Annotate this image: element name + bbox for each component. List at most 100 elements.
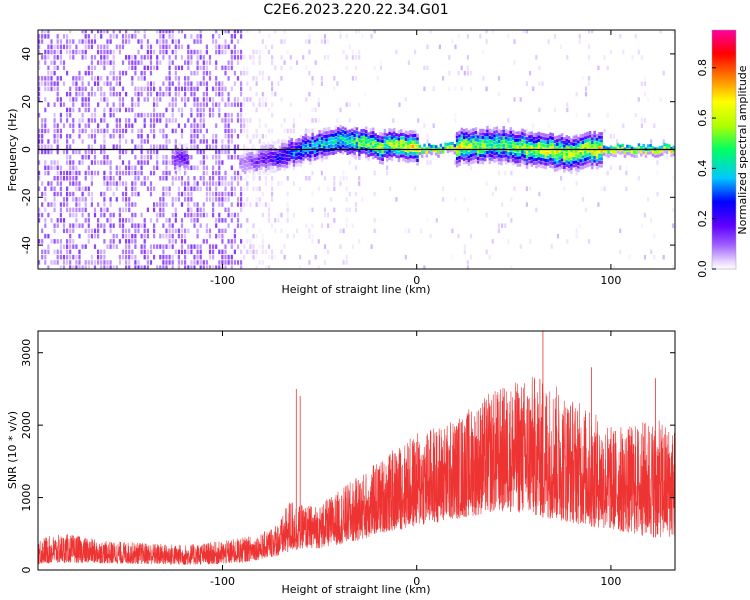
- spectrogram-cell: [288, 143, 291, 147]
- spectrogram-cell: [180, 155, 184, 159]
- spectrogram-cell: [584, 150, 587, 154]
- spectrogram-cell: [550, 244, 553, 249]
- spectrogram-cell: [317, 102, 320, 107]
- spectrogram-cell: [243, 128, 246, 134]
- spectrogram-cell: [365, 130, 368, 134]
- spectrogram-cell: [619, 144, 622, 148]
- spectrogram-cell: [128, 254, 131, 260]
- spectrogram-cell: [426, 139, 429, 144]
- spectrogram-cell: [156, 244, 159, 249]
- spectrogram-cell: [529, 239, 532, 244]
- spectrogram-cell: [153, 202, 156, 207]
- spectrogram-cell: [654, 154, 657, 158]
- spectrogram-cell: [118, 49, 121, 55]
- spectrogram-cell: [260, 163, 263, 167]
- spectrogram-cell: [455, 139, 459, 143]
- spectrogram-cell: [532, 86, 535, 92]
- spectrogram-cell: [41, 128, 44, 134]
- spectrogram-cell: [109, 223, 112, 228]
- spectrogram-cell: [146, 260, 149, 265]
- spectrogram-cell: [621, 150, 624, 155]
- spectrogram-cell: [236, 49, 240, 55]
- spectrogram-cell: [72, 107, 75, 113]
- spectrogram-cell: [187, 65, 190, 71]
- spectrogram-cell: [131, 170, 134, 176]
- spectrogram-cell: [69, 55, 72, 60]
- spectrogram-cell: [103, 97, 106, 102]
- spectrogram-cell: [115, 144, 118, 149]
- y-tick-label: 1000: [20, 484, 33, 512]
- spectrogram-cell: [598, 160, 601, 164]
- spectrogram-cell: [469, 136, 473, 140]
- spectrogram-cell: [180, 218, 184, 223]
- spectrogram-cell: [174, 91, 177, 97]
- spectrogram-cell: [581, 76, 584, 81]
- spectrogram-cell: [153, 207, 156, 213]
- spectrogram-cell: [448, 55, 451, 60]
- spectrogram-cell: [376, 76, 379, 81]
- spectrogram-cell: [513, 97, 516, 102]
- spectrogram-cell: [609, 134, 612, 139]
- spectrogram-cell: [277, 139, 280, 144]
- spectrogram-cell: [236, 260, 240, 265]
- spectrogram-cell: [236, 202, 240, 207]
- spectrogram-cell: [513, 186, 516, 191]
- spectrogram-cell: [202, 260, 205, 265]
- spectrogram-cell: [260, 166, 263, 170]
- spectrogram-cell: [591, 151, 594, 155]
- spectrogram-cell: [187, 49, 190, 55]
- spectrogram-cell: [400, 132, 403, 136]
- spectrogram-cell: [488, 161, 492, 165]
- spectrogram-cell: [81, 223, 84, 228]
- spectrogram-cell: [78, 70, 81, 76]
- spectrogram-cell: [528, 156, 531, 160]
- spectrogram-cell: [262, 160, 265, 164]
- spectrogram-cell: [465, 131, 468, 135]
- spectrogram-cell: [281, 164, 284, 168]
- spectrogram-cell: [90, 254, 93, 260]
- spectrogram-cell: [563, 186, 566, 191]
- spectrogram-cell: [218, 170, 221, 176]
- spectrogram-cell: [365, 126, 368, 130]
- spectrogram-cell: [125, 244, 128, 249]
- spectrogram-cell: [261, 39, 264, 44]
- spectrogram-cell: [565, 149, 568, 153]
- spectrogram-cell: [504, 170, 507, 176]
- spectrogram-cell: [525, 186, 528, 191]
- spectrogram-cell: [257, 150, 261, 154]
- spectrogram-cell: [317, 118, 320, 123]
- spectrogram-cell: [221, 197, 224, 202]
- spectrogram-cell: [351, 76, 354, 81]
- spectrogram-cell: [339, 124, 342, 128]
- spectrogram-cell: [53, 60, 56, 65]
- spectrogram-cell: [488, 146, 492, 150]
- spectrogram-cell: [97, 123, 100, 128]
- spectrogram-cell: [577, 151, 580, 155]
- spectrogram-cell: [285, 165, 289, 169]
- spectrogram-cell: [224, 30, 227, 34]
- spectrogram-cell: [125, 128, 128, 134]
- spectrogram-cell: [402, 143, 405, 147]
- spectrogram-cell: [577, 140, 580, 144]
- spectrogram-cell: [354, 30, 358, 34]
- spectrogram-cell: [451, 141, 454, 146]
- spectrogram-cell: [286, 233, 289, 239]
- spectrogram-cell: [469, 139, 473, 143]
- spectrogram-cell: [556, 142, 559, 146]
- spectrogram-cell: [591, 155, 594, 159]
- spectrogram-cell: [140, 60, 143, 65]
- spectrogram-cell: [240, 107, 243, 113]
- spectrogram-cell: [240, 176, 243, 181]
- spectrogram-cell: [140, 265, 143, 269]
- spectrogram-cell: [81, 112, 84, 118]
- spectrogram-cell: [202, 107, 205, 113]
- spectrogram-cell: [218, 265, 221, 269]
- spectrogram-cell: [227, 44, 230, 50]
- spectrogram-cell: [168, 86, 171, 92]
- spectrogram-cell: [507, 144, 510, 148]
- spectrogram-cell: [295, 146, 298, 150]
- spectrogram-cell: [451, 39, 454, 44]
- spectrogram-cell: [269, 155, 272, 159]
- spectrogram-cell: [507, 152, 510, 156]
- spectrogram-cell: [93, 55, 97, 60]
